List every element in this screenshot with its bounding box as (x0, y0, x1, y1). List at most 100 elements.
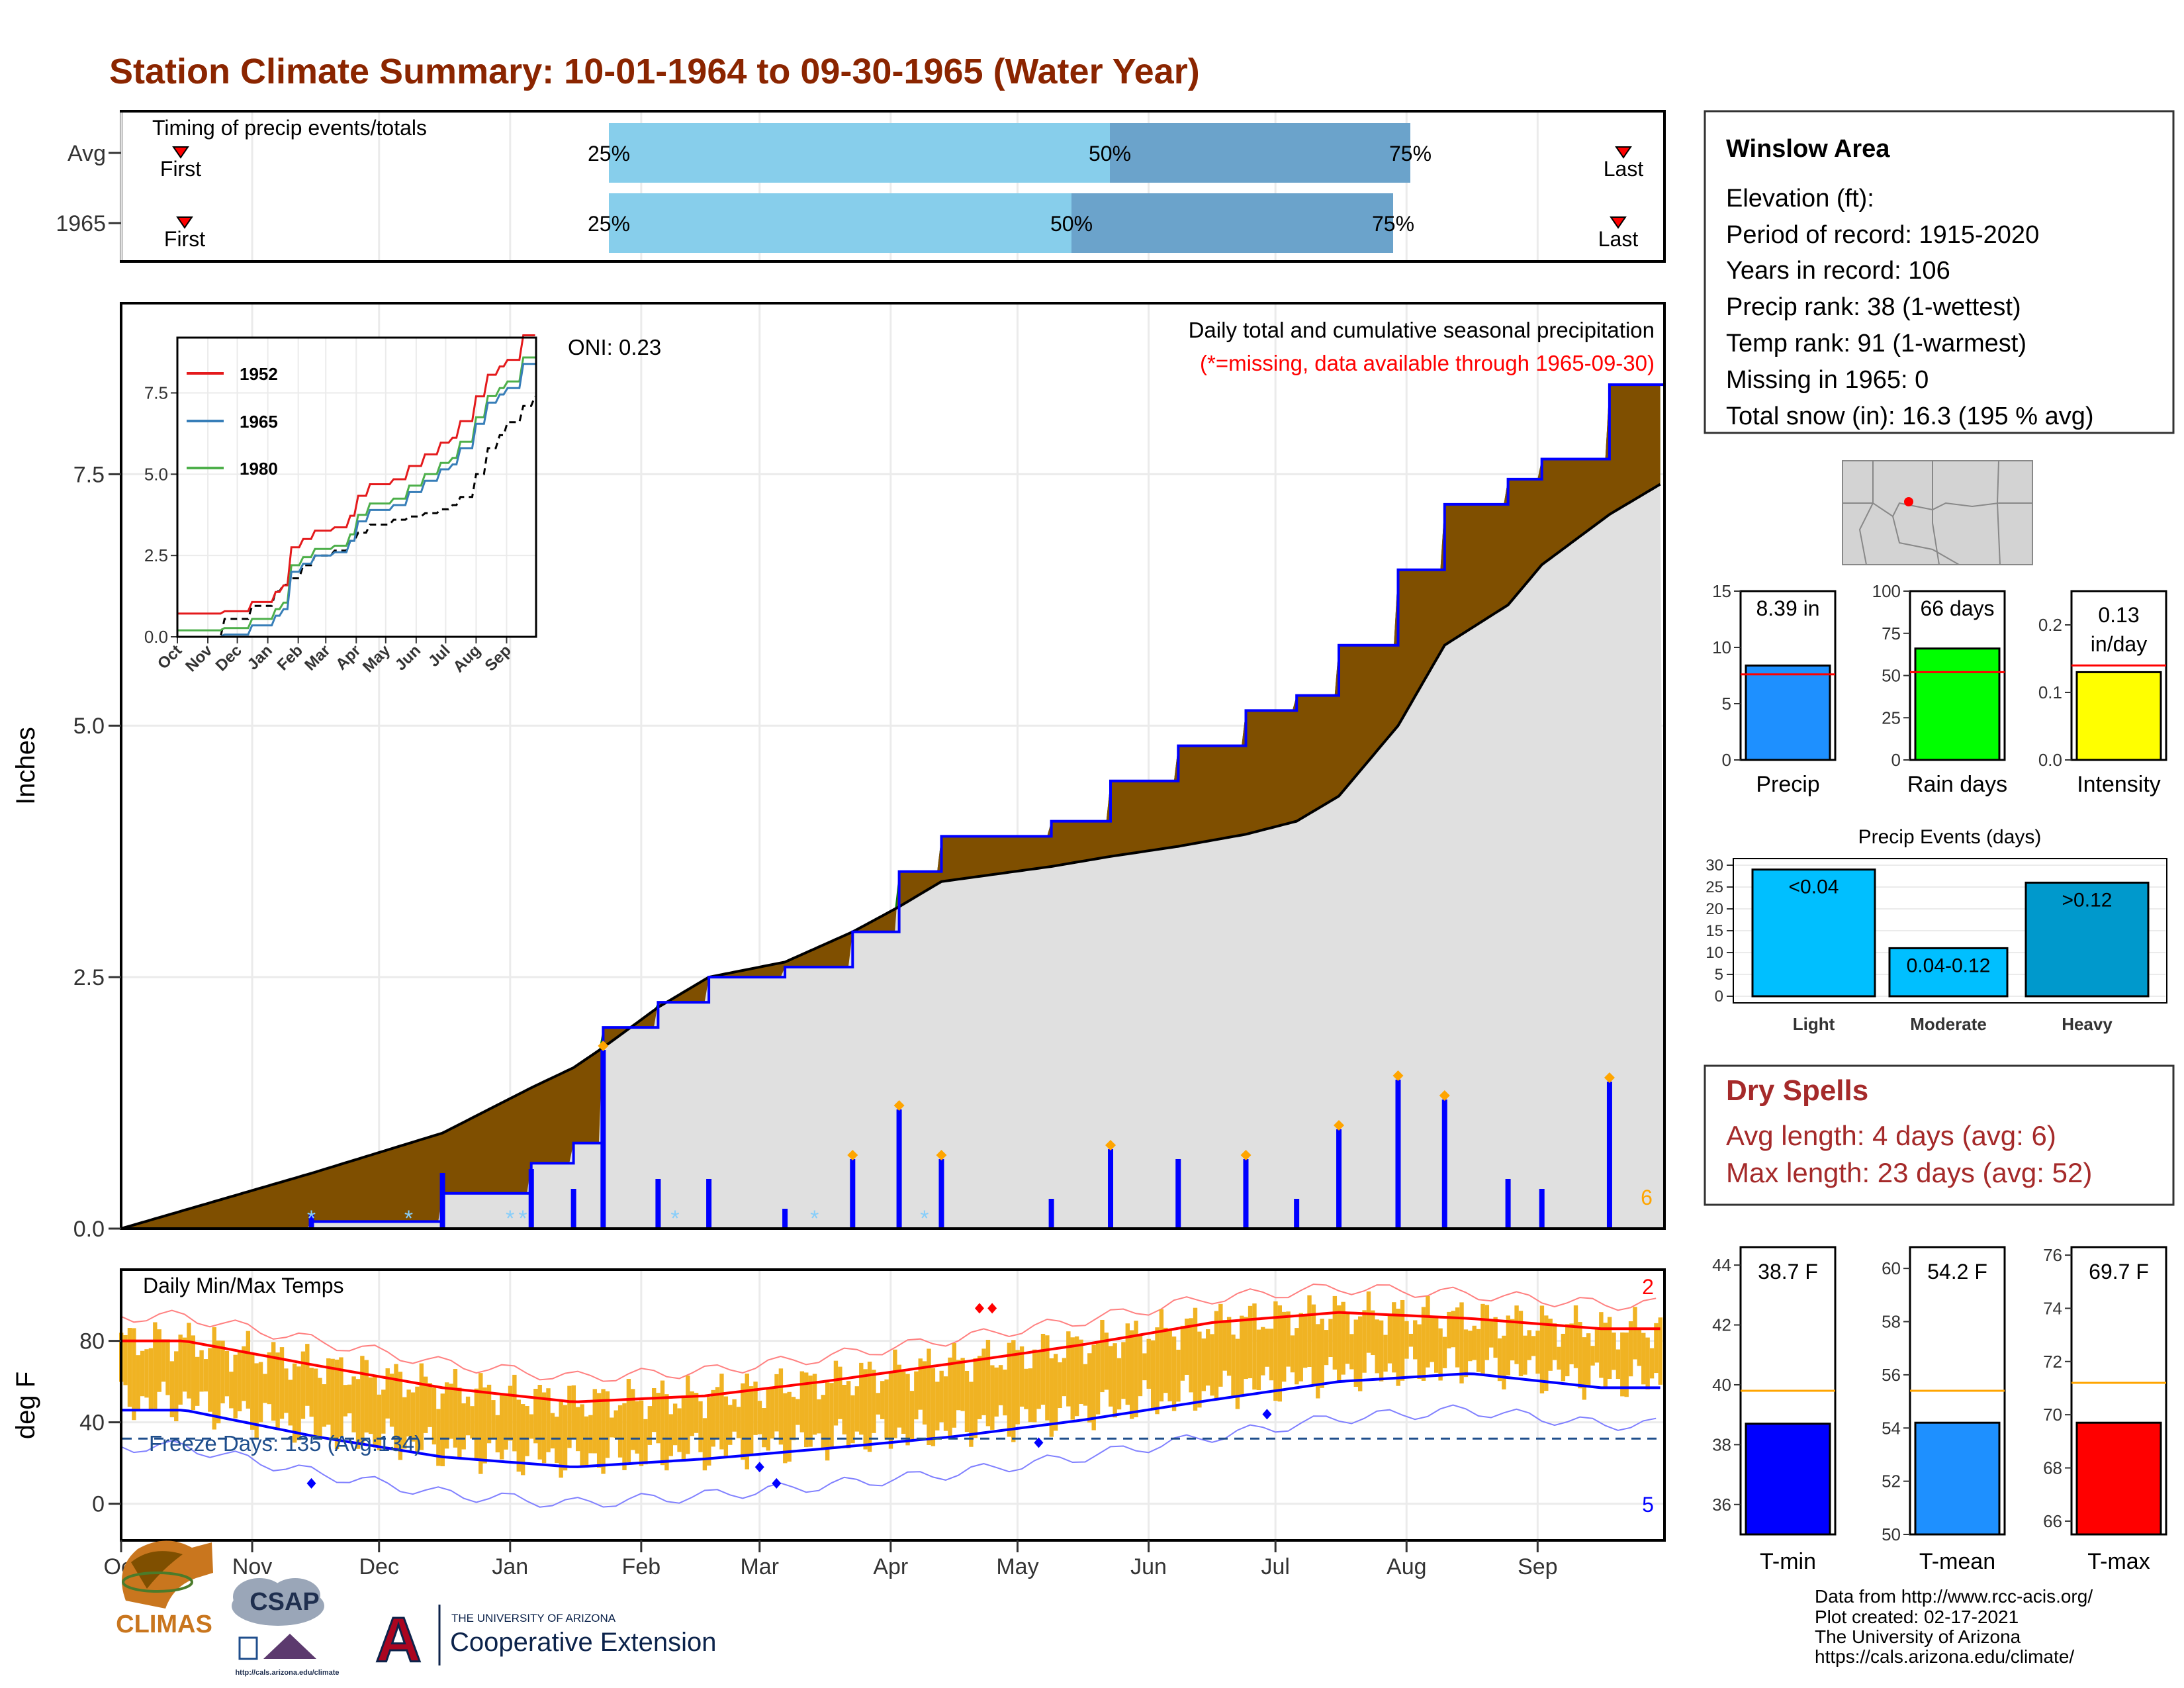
daily-temp-bar (1125, 1323, 1130, 1405)
ua-big-text: Cooperative Extension (450, 1628, 716, 1657)
daily-temp-bar (1269, 1329, 1274, 1381)
daily-temp-bar (1298, 1313, 1303, 1382)
daily-temp-bar (833, 1360, 839, 1426)
1965-last-label: Last (1598, 227, 1639, 251)
daily-precip-bar (439, 1173, 445, 1229)
daily-temp-bar (1645, 1337, 1650, 1390)
daily-temp-bar (762, 1408, 766, 1448)
daily-temp-bar (284, 1368, 289, 1413)
daily-temp-bar (1375, 1319, 1379, 1374)
daily-temp-bar (753, 1382, 758, 1435)
daily-temp-bar (1079, 1339, 1083, 1405)
daily-temp-bar (1472, 1325, 1477, 1360)
daily-temp-bar (529, 1414, 534, 1439)
dry-spells-title: Dry Spells (1726, 1074, 1868, 1107)
inset-ytick-label: 0.0 (144, 627, 168, 647)
mini-bar-rain_days (1914, 647, 2001, 761)
daily-temp-bar (229, 1372, 234, 1409)
daily-precip-bar (938, 1159, 944, 1229)
daily-temp-bar (1083, 1364, 1088, 1406)
avg-first-label: First (160, 157, 201, 181)
temp-title: Daily Min/Max Temps (143, 1274, 343, 1297)
daily-temp-bar (1586, 1333, 1591, 1387)
temp-ytick-label: 0 (92, 1492, 105, 1517)
daily-temp-bar (1121, 1342, 1126, 1399)
month-label: May (996, 1554, 1038, 1579)
daily-temp-bar (1302, 1314, 1308, 1368)
credit-line-1: Data from http://www.rcc-acis.org/ (1815, 1586, 2093, 1607)
ua-small-text: THE UNIVERSITY OF ARIZONA (451, 1612, 616, 1624)
temp-ylabel: deg F (11, 1372, 40, 1439)
daily-temp-bar (1053, 1354, 1058, 1431)
daily-temp-bar (343, 1385, 348, 1417)
daily-temp-bar (1328, 1319, 1333, 1358)
daily-temp-bar (1286, 1311, 1291, 1367)
mini-value-precip: 8.39 in (1756, 596, 1819, 620)
daily-temp-bar (1244, 1317, 1248, 1380)
daily-temp-bar (732, 1399, 737, 1432)
month-label: Sep (1518, 1554, 1558, 1579)
daily-temp-bar (994, 1367, 999, 1417)
daily-temp-bar (1307, 1295, 1312, 1367)
month-label: Jan (492, 1554, 528, 1579)
daily-temp-bar (246, 1331, 251, 1409)
daily-temp-bar (652, 1388, 657, 1432)
daily-temp-bar (326, 1358, 331, 1425)
daily-temp-bar (745, 1374, 749, 1470)
events-category-label: Heavy (2062, 1014, 2113, 1034)
mini-ytick-label: 0 (1891, 750, 1901, 770)
daily-temp-bar (1590, 1346, 1595, 1366)
temp-bar-ytick-label: 36 (1712, 1495, 1731, 1515)
events-bar-label: >0.12 (2062, 889, 2113, 911)
daily-temp-bar (850, 1395, 855, 1444)
daily-temp-bar (520, 1404, 525, 1476)
daily-temp-bar (1573, 1305, 1578, 1368)
precip-ytick-label: 7.5 (73, 462, 105, 487)
month-label: Jul (1261, 1554, 1289, 1579)
daily-temp-bar (1392, 1302, 1396, 1373)
daily-temp-bar (1544, 1315, 1549, 1391)
daily-temp-bar (757, 1401, 762, 1434)
daily-temp-bar (1527, 1330, 1531, 1360)
daily-temp-bar (584, 1416, 589, 1466)
daily-temp-bar (576, 1407, 580, 1452)
daily-temp-bar (1091, 1344, 1096, 1430)
record-high-line (120, 1283, 1657, 1382)
daily-temp-bar (169, 1361, 175, 1418)
daily-temp-bar (1502, 1335, 1506, 1389)
daily-temp-bar (741, 1383, 745, 1460)
daily-temp-bar (1561, 1333, 1566, 1382)
station-info-box: Winslow Area Elevation (ft): Period of r… (1704, 110, 2175, 434)
temp-bar-label-tmean: T-mean (1919, 1549, 1995, 1574)
daily-temp-bar (1607, 1317, 1612, 1379)
daily-temp-bar (977, 1356, 982, 1419)
daily-temp-bar (1357, 1316, 1363, 1391)
daily-temp-bar (453, 1369, 458, 1448)
snow-day-marker: * (404, 1206, 413, 1231)
mini-label-rain_days: Rain days (1907, 772, 2007, 797)
events-category-label: Moderate (1910, 1014, 1987, 1034)
heavy-day-marker (1240, 1150, 1251, 1160)
mini-value-rain_days: 66 days (1920, 596, 1994, 620)
daily-temp-bar (136, 1355, 140, 1411)
avg-75-label: 75% (1389, 142, 1432, 165)
daily-temp-bar (461, 1403, 466, 1450)
events-ytick-label: 10 (1706, 944, 1723, 962)
temp-bar-ytick-label: 40 (1712, 1375, 1731, 1395)
daily-temp-bar (1074, 1336, 1079, 1417)
daily-temp-bar (1413, 1320, 1418, 1360)
events-ytick-label: 20 (1706, 900, 1723, 918)
precip-count-label: 6 (1641, 1186, 1653, 1209)
daily-temp-bar (1193, 1307, 1198, 1411)
heavy-day-marker (847, 1150, 858, 1160)
daily-temp-bar (178, 1335, 183, 1405)
daily-temp-bar (165, 1339, 170, 1395)
daily-temp-bar (292, 1363, 297, 1443)
snow-day-marker: * (518, 1206, 527, 1231)
legend-1980: 1980 (240, 459, 278, 479)
daily-temp-bar (368, 1377, 373, 1434)
record-low-marker (306, 1477, 316, 1489)
daily-temp-bar (508, 1385, 513, 1441)
temp-bar-tmean (1914, 1421, 2001, 1536)
daily-temp-bar (808, 1375, 813, 1447)
